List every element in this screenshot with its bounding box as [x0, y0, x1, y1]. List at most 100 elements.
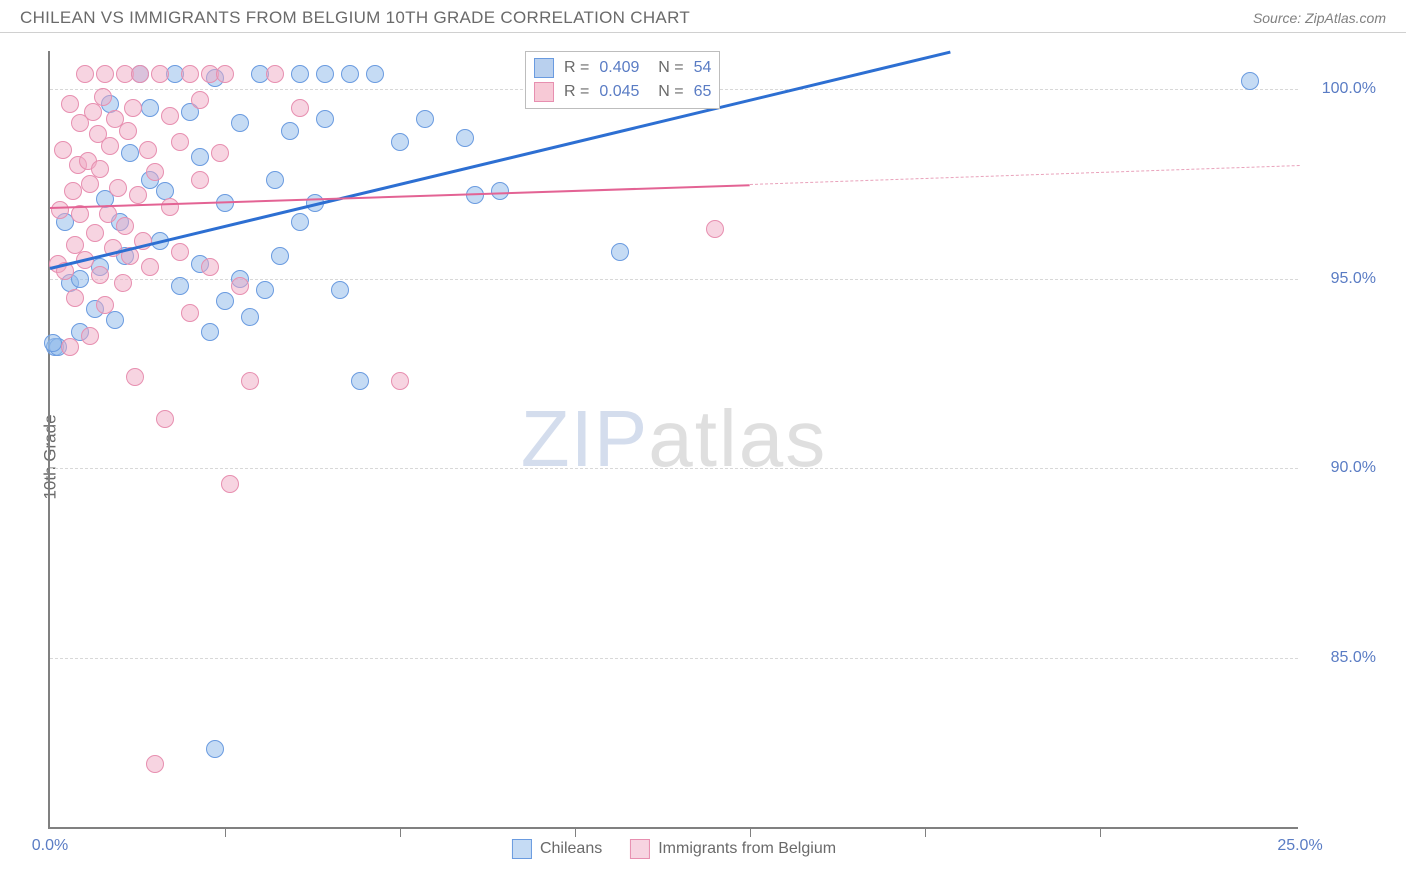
- stats-r-label: R =: [564, 59, 589, 77]
- stats-n-label: N =: [649, 83, 683, 101]
- stats-r-value: 0.409: [599, 59, 639, 77]
- scatter-point: [611, 243, 629, 261]
- scatter-point: [51, 201, 69, 219]
- scatter-point: [171, 243, 189, 261]
- scatter-point: [316, 65, 334, 83]
- legend-bottom: Chileans Immigrants from Belgium: [512, 839, 836, 859]
- ytick-label: 90.0%: [1306, 459, 1376, 477]
- regression-line: [750, 165, 1300, 185]
- scatter-point: [241, 372, 259, 390]
- stats-r-value: 0.045: [599, 83, 639, 101]
- scatter-point: [291, 213, 309, 231]
- scatter-point: [171, 133, 189, 151]
- gridline-h: [50, 658, 1298, 659]
- scatter-point: [99, 205, 117, 223]
- scatter-point: [54, 141, 72, 159]
- scatter-point: [181, 65, 199, 83]
- gridline-h: [50, 468, 1298, 469]
- scatter-point: [331, 281, 349, 299]
- xtick-mark: [225, 827, 226, 837]
- scatter-point: [161, 107, 179, 125]
- scatter-point: [61, 338, 79, 356]
- scatter-point: [146, 163, 164, 181]
- scatter-point: [211, 144, 229, 162]
- scatter-point: [124, 99, 142, 117]
- scatter-point: [64, 182, 82, 200]
- scatter-point: [391, 133, 409, 151]
- scatter-point: [706, 220, 724, 238]
- scatter-point: [341, 65, 359, 83]
- scatter-point: [106, 311, 124, 329]
- scatter-point: [109, 179, 127, 197]
- legend-item-chileans: Chileans: [512, 839, 602, 859]
- xtick-mark: [575, 827, 576, 837]
- plot-region: ZIPatlas Chileans Immigrants from Belgiu…: [48, 51, 1298, 829]
- scatter-point: [129, 186, 147, 204]
- scatter-point: [81, 327, 99, 345]
- source-label: Source: ZipAtlas.com: [1253, 10, 1386, 26]
- xtick-label: 0.0%: [32, 837, 68, 855]
- stats-n-value: 54: [694, 59, 712, 77]
- scatter-point: [351, 372, 369, 390]
- xtick-mark: [1100, 827, 1101, 837]
- scatter-point: [216, 292, 234, 310]
- scatter-point: [291, 65, 309, 83]
- scatter-point: [66, 289, 84, 307]
- ytick-label: 85.0%: [1306, 649, 1376, 667]
- scatter-point: [291, 99, 309, 117]
- scatter-point: [84, 103, 102, 121]
- stats-swatch: [534, 82, 554, 102]
- scatter-point: [366, 65, 384, 83]
- ytick-label: 95.0%: [1306, 270, 1376, 288]
- scatter-point: [191, 148, 209, 166]
- scatter-point: [61, 95, 79, 113]
- scatter-point: [126, 368, 144, 386]
- scatter-point: [156, 410, 174, 428]
- scatter-point: [216, 65, 234, 83]
- header: CHILEAN VS IMMIGRANTS FROM BELGIUM 10TH …: [0, 0, 1406, 33]
- scatter-point: [271, 247, 289, 265]
- stats-n-value: 65: [694, 83, 712, 101]
- stats-row: R = 0.045 N = 65: [534, 80, 711, 104]
- scatter-point: [116, 217, 134, 235]
- scatter-point: [231, 277, 249, 295]
- scatter-point: [231, 114, 249, 132]
- scatter-point: [76, 65, 94, 83]
- scatter-point: [131, 65, 149, 83]
- scatter-point: [94, 88, 112, 106]
- scatter-point: [171, 277, 189, 295]
- stats-row: R = 0.409 N = 54: [534, 56, 711, 80]
- watermark-text-b: atlas: [648, 394, 827, 483]
- scatter-point: [141, 99, 159, 117]
- scatter-point: [161, 198, 179, 216]
- regression-line: [50, 51, 951, 270]
- legend-label-chileans: Chileans: [540, 840, 602, 858]
- scatter-point: [456, 129, 474, 147]
- scatter-point: [266, 65, 284, 83]
- xtick-mark: [750, 827, 751, 837]
- scatter-point: [416, 110, 434, 128]
- legend-label-belgium: Immigrants from Belgium: [658, 840, 836, 858]
- scatter-point: [139, 141, 157, 159]
- scatter-point: [44, 334, 62, 352]
- stats-n-label: N =: [649, 59, 683, 77]
- scatter-point: [91, 160, 109, 178]
- scatter-point: [96, 65, 114, 83]
- scatter-point: [119, 122, 137, 140]
- scatter-point: [206, 740, 224, 758]
- scatter-point: [201, 323, 219, 341]
- scatter-point: [121, 144, 139, 162]
- xtick-label: 25.0%: [1277, 837, 1322, 855]
- scatter-point: [114, 274, 132, 292]
- xtick-mark: [925, 827, 926, 837]
- scatter-point: [141, 258, 159, 276]
- stats-swatch: [534, 58, 554, 78]
- scatter-point: [281, 122, 299, 140]
- legend-item-belgium: Immigrants from Belgium: [630, 839, 836, 859]
- scatter-point: [391, 372, 409, 390]
- scatter-point: [201, 258, 219, 276]
- scatter-point: [266, 171, 284, 189]
- xtick-mark: [400, 827, 401, 837]
- watermark-text-a: ZIP: [521, 394, 648, 483]
- scatter-point: [101, 137, 119, 155]
